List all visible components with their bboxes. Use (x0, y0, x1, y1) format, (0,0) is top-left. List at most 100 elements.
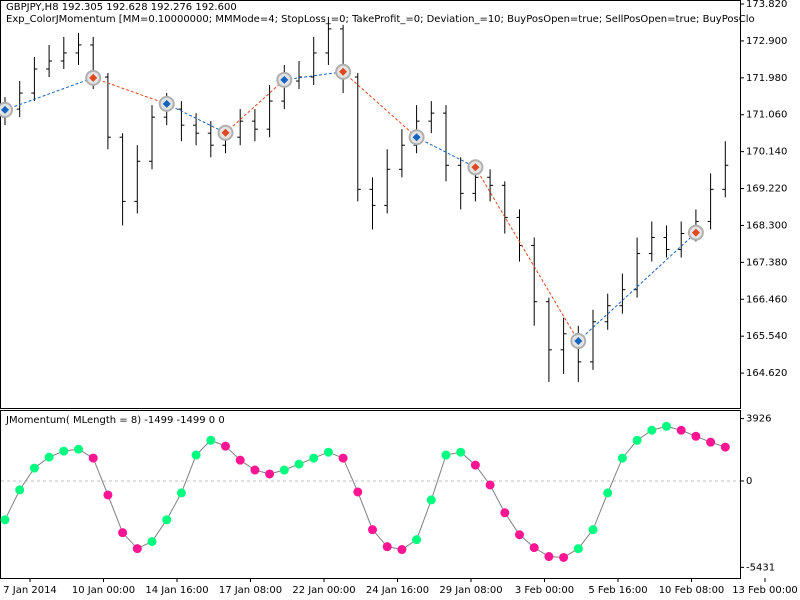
signal-arrow (574, 337, 583, 346)
x-tick-label: 17 Jan 08:00 (219, 585, 282, 596)
indicator-panel (0, 410, 741, 579)
indicator-dot (221, 441, 230, 451)
x-tick-label: 10 Jan 00:00 (72, 585, 135, 596)
indicator-dot (265, 469, 275, 479)
y-tick-label: 171.060 (746, 110, 787, 121)
x-tick-label: 13 Feb 00:00 (732, 585, 798, 596)
signal-arrow (1, 105, 9, 114)
y-tick-label: 170.140 (746, 147, 787, 158)
indicator-dot (191, 450, 201, 460)
indicator-dot (15, 485, 25, 495)
indicator-dot (162, 515, 172, 525)
indicator-dot (368, 525, 377, 535)
indicator-dot (632, 435, 642, 445)
indicator-dot (103, 490, 113, 500)
indicator-dot (485, 480, 495, 490)
x-tick-label: 10 Feb 08:00 (659, 585, 725, 596)
x-tick-label: 22 Jan 00:00 (292, 585, 355, 596)
y-tick-label: 172.900 (746, 36, 787, 47)
signal-link (416, 136, 476, 168)
indicator-dot (544, 552, 554, 562)
indicator-dot (500, 508, 510, 518)
x-tick-label: 14 Jan 16:00 (145, 585, 208, 596)
y-tick-label: 167.380 (746, 257, 787, 268)
indicator-dot (118, 528, 128, 538)
indicator-dot (0, 515, 10, 525)
y-tick-label: 171.980 (746, 73, 787, 84)
signal-arrow (471, 163, 480, 172)
indicator-dot (382, 542, 392, 552)
indicator-dot (235, 455, 245, 465)
indicator-dot (559, 552, 569, 562)
indicator-dot (676, 425, 686, 435)
signal-arrow (221, 128, 230, 137)
indicator-dot (662, 421, 671, 431)
indicator-dot (250, 465, 260, 475)
x-tick-label: 3 Feb 00:00 (515, 585, 574, 596)
indicator-dot (74, 444, 83, 454)
indicator-dot (59, 446, 69, 456)
indicator-dot (353, 487, 363, 497)
signal-link (225, 79, 285, 134)
indicator-dot (441, 450, 451, 460)
indicator-dot (294, 459, 304, 469)
indicator-dot (617, 453, 627, 463)
signal-arrow (339, 67, 348, 76)
indicator-dot (206, 435, 216, 445)
indicator-dot (529, 543, 539, 553)
indicator-dot (573, 544, 583, 554)
x-tick-label: 7 Jan 2014 (3, 585, 57, 596)
expert-title: Exp_ColorJMomentum [MM=0.10000000; MMMod… (6, 14, 755, 25)
signal-arrow (280, 75, 289, 84)
x-tick-label: 29 Jan 08:00 (439, 585, 502, 596)
indicator-dot (515, 530, 524, 540)
indicator-dot (720, 442, 730, 452)
symbol-line: GBPJPY,H8 192.305 192.628 192.276 192.60… (6, 2, 237, 13)
price-panel (0, 0, 741, 409)
y-tick-label: 169.220 (746, 184, 787, 195)
signal-arrow (89, 73, 98, 82)
signal-link (4, 77, 94, 111)
y-tick-label: 164.620 (746, 368, 787, 379)
signal-arrow (412, 133, 421, 142)
y-tick-label: 3926 (746, 414, 771, 425)
signal-link (93, 77, 167, 105)
indicator-dot (44, 452, 54, 462)
signal-link (166, 103, 226, 134)
signal-arrow (691, 228, 700, 237)
x-tick-label: 5 Feb 16:00 (588, 585, 647, 596)
x-tick-label: 24 Jan 16:00 (366, 585, 429, 596)
indicator-dot (603, 488, 613, 498)
indicator-dot (397, 545, 407, 555)
indicator-dot (706, 437, 716, 447)
indicator-dot (88, 453, 98, 463)
y-tick-label: 165.540 (746, 331, 787, 342)
indicator-dot (279, 465, 289, 475)
signal-link (474, 167, 579, 342)
indicator-dot (426, 495, 436, 505)
indicator-dot (338, 453, 348, 463)
indicator-dot (691, 431, 701, 441)
y-tick-label: 173.820 (746, 0, 787, 10)
y-tick-label: 0 (746, 476, 752, 487)
indicator-dot (323, 447, 333, 457)
y-tick-label: 166.460 (746, 294, 787, 305)
indicator-dot (412, 535, 422, 545)
indicator-dot (132, 544, 142, 554)
indicator-dot (470, 460, 480, 470)
indicator-dot (147, 537, 157, 547)
indicator-dot (29, 463, 39, 473)
y-tick-label: 168.300 (746, 220, 787, 231)
y-tick-label: -5431 (746, 562, 775, 573)
indicator-title: JMomentum( MLength = 8) -1499 -1499 0 0 (5, 415, 225, 426)
signal-link (577, 232, 697, 342)
indicator-line (4, 425, 726, 558)
indicator-dot (176, 488, 186, 498)
indicator-dot (309, 453, 319, 463)
signal-link (342, 71, 417, 138)
indicator-dot (588, 525, 598, 535)
indicator-dot (456, 447, 466, 457)
signal-arrow (162, 99, 171, 108)
